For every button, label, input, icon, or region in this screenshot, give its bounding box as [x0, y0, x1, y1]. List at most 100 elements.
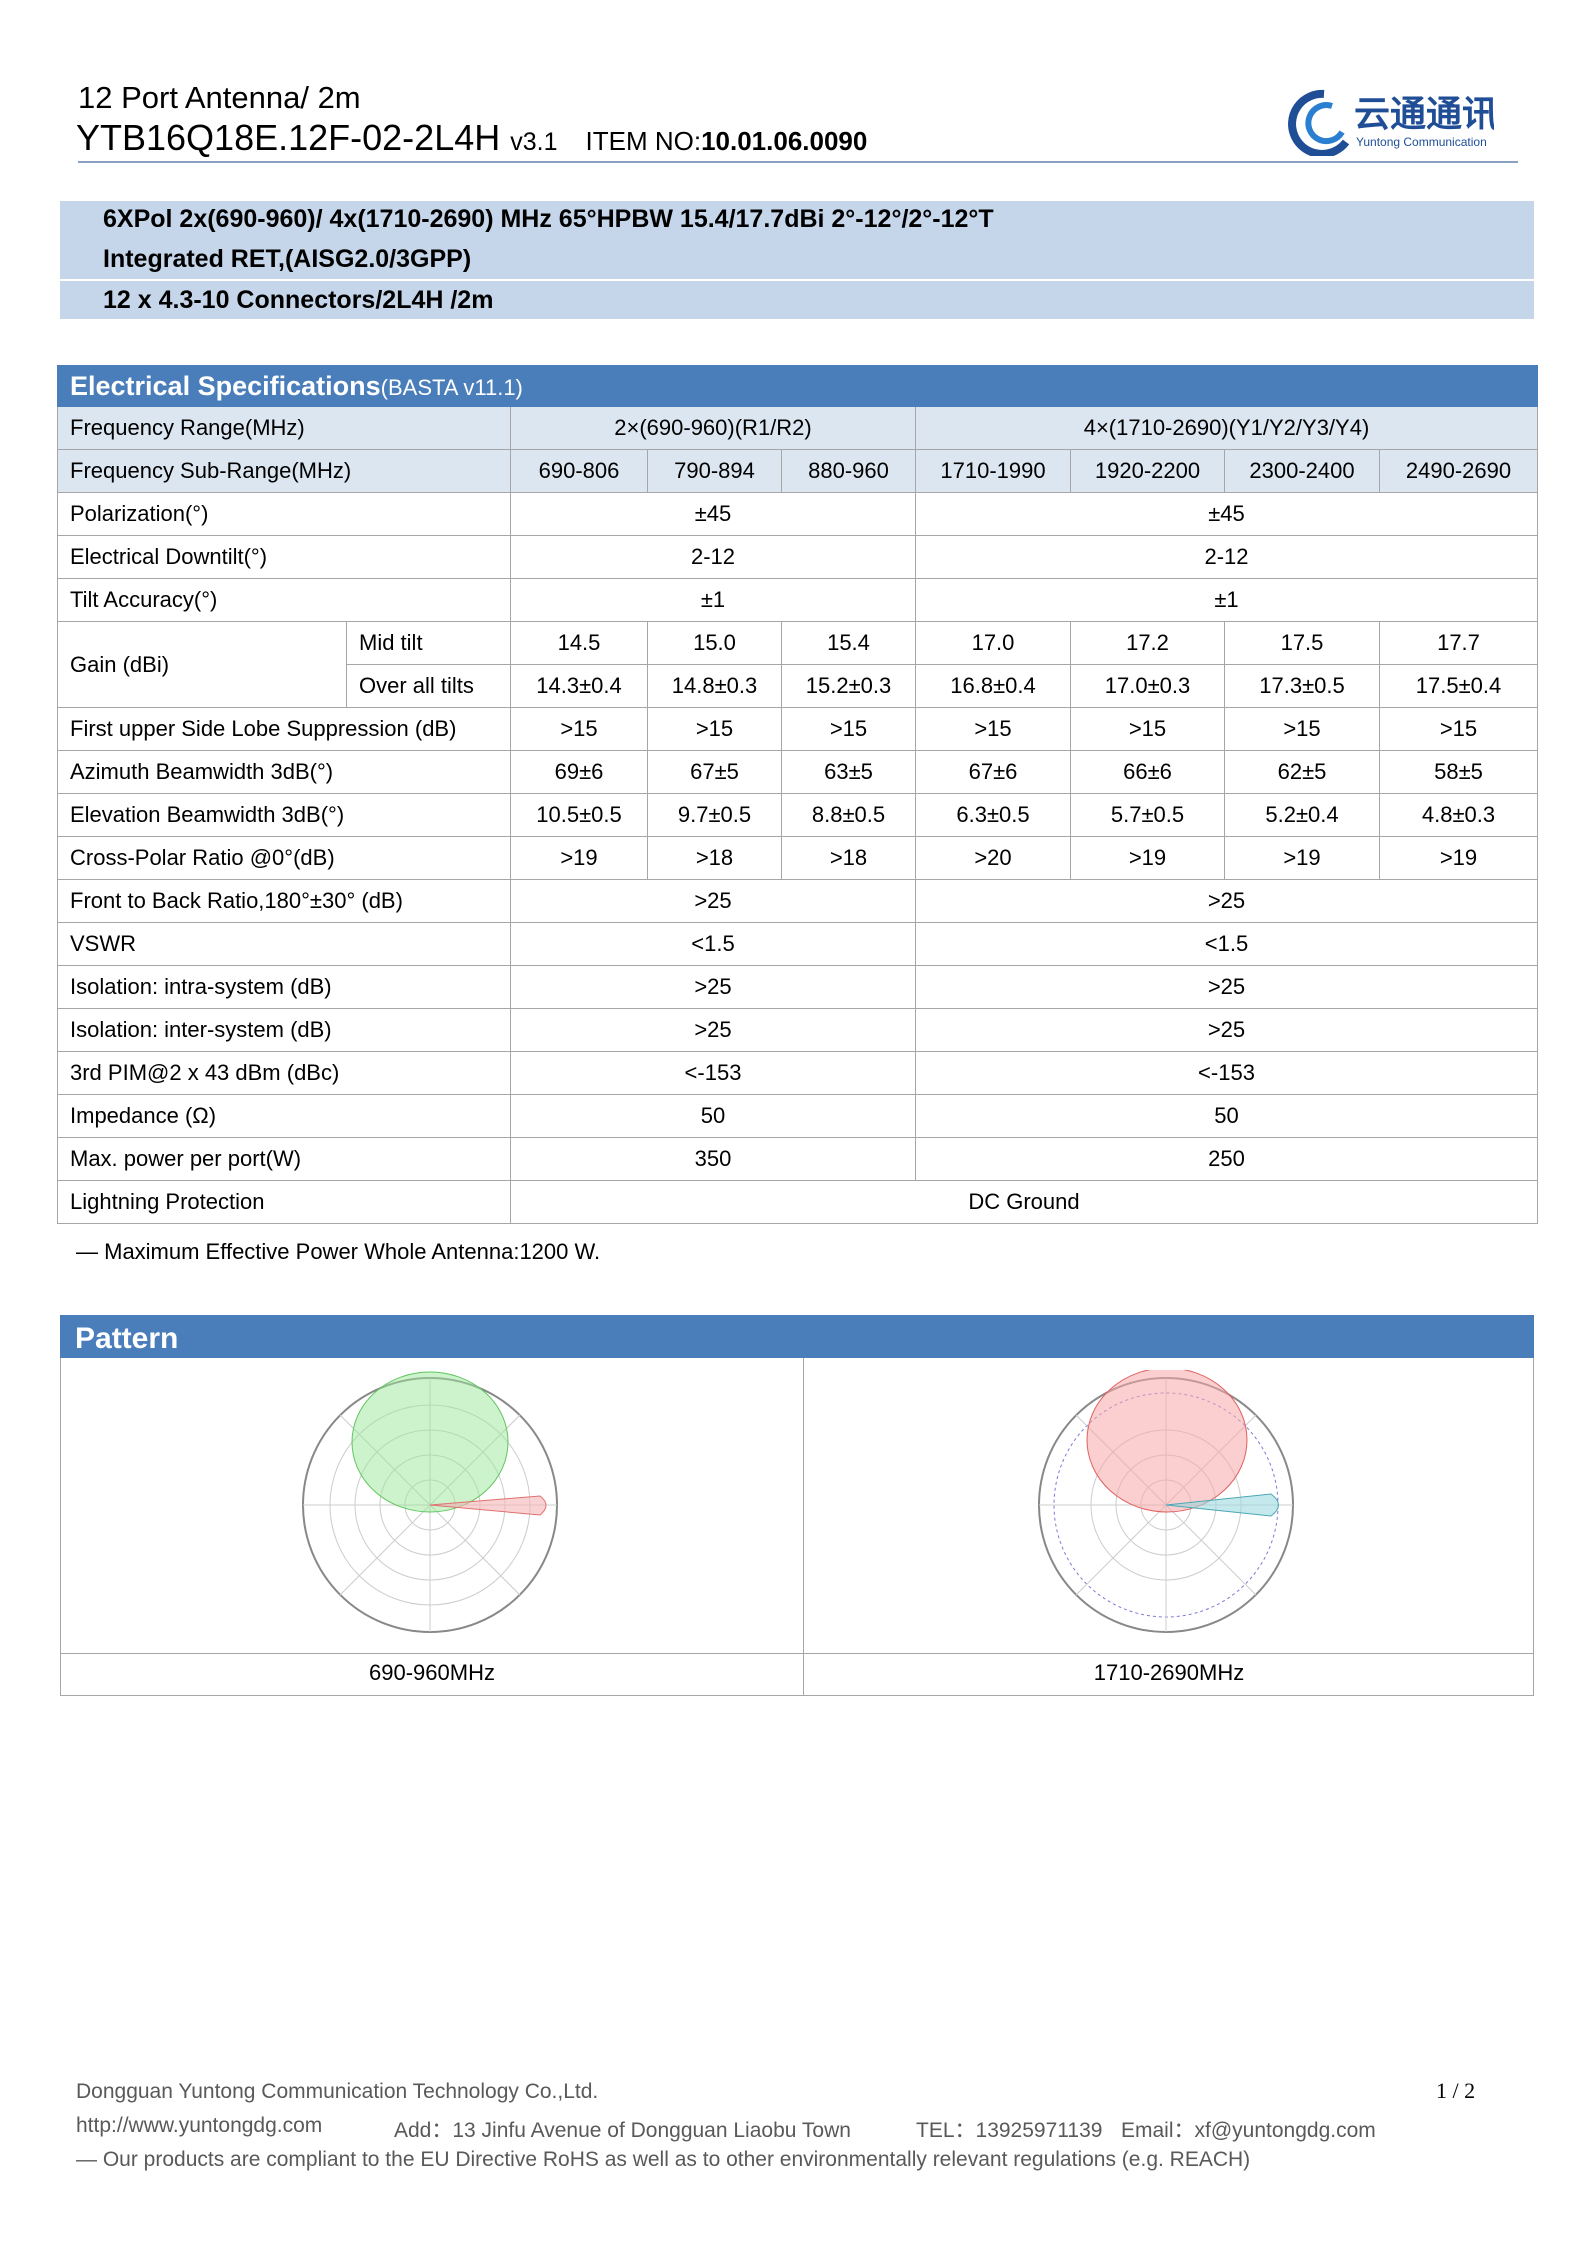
value-cell: 5.7±0.5: [1070, 793, 1225, 837]
value-cell: 250: [915, 1137, 1538, 1181]
value-cell: >25: [915, 879, 1538, 923]
value-cell: 58±5: [1379, 750, 1538, 794]
spec-row: Electrical Downtilt(°) 2-12 2-12: [57, 535, 1538, 579]
row-label: Front to Back Ratio,180°±30° (dB): [57, 879, 511, 923]
value-cell: <-153: [510, 1051, 916, 1095]
item-label: ITEM NO:: [585, 126, 702, 156]
value-cell: >15: [1070, 707, 1225, 751]
row-label: First upper Side Lobe Suppression (dB): [57, 707, 511, 751]
spec-row: 3rd PIM@2 x 43 dBm (dBc) <-153 <-153: [57, 1051, 1538, 1095]
value-cell: 6.3±0.5: [915, 793, 1071, 837]
table-header-row: Electrical Specifications(BASTA v11.1): [57, 365, 1538, 407]
logo-cn: 云通通讯: [1354, 93, 1494, 134]
spec-row: Gain (dBi) Mid tilt 14.5 15.0 15.4 17.0 17.2 17…: [57, 621, 1538, 708]
row-label: Azimuth Beamwidth 3dB(°): [57, 750, 511, 794]
row-label: Electrical Downtilt(°): [57, 535, 511, 579]
value-cell: 9.7±0.5: [647, 793, 782, 837]
value-cell: 8.8±0.5: [781, 793, 916, 837]
pattern-caption: 1710-2690MHz: [1093, 1660, 1245, 1685]
footer-compliance: — Our products are compliant to the EU D…: [76, 2148, 1251, 2171]
footer-company: Dongguan Yuntong Communication Technolog…: [76, 2080, 599, 2103]
value-cell: >15: [1379, 707, 1538, 751]
summary-line: 12 x 4.3-10 Connectors/2L4H /2m: [103, 286, 494, 314]
model: YTB16Q18E.12F-02-2L4H: [76, 117, 501, 158]
doc-subtitle: 12 Port Antenna/ 2m: [78, 80, 361, 115]
value-cell: >19: [1224, 836, 1380, 880]
value-cell: 2-12: [510, 535, 916, 579]
value-cell: >25: [510, 1008, 916, 1052]
value-cell: >19: [510, 836, 648, 880]
pattern-title: Pattern: [75, 1322, 179, 1355]
row-label: VSWR: [57, 922, 511, 966]
spec-row: Impedance (Ω) 50 50: [57, 1094, 1538, 1138]
value-cell: ±1: [915, 578, 1538, 622]
logo-en: Yuntong Communication: [1356, 135, 1487, 149]
value-cell: 15.2±0.3: [781, 664, 916, 708]
value-cell: 350: [510, 1137, 916, 1181]
spec-row: First upper Side Lobe Suppression (dB) >1…: [57, 707, 1538, 751]
header-rule: [78, 161, 1518, 163]
value-cell: 17.3±0.5: [1224, 664, 1380, 708]
value-cell: 4×(1710-2690)(Y1/Y2/Y3/Y4): [915, 406, 1538, 450]
value-cell: 10.5±0.5: [510, 793, 648, 837]
pattern-divider: [61, 1653, 1533, 1654]
table-header: Electrical Specifications(BASTA v11.1): [57, 365, 1538, 407]
spec-row: Max. power per port(W) 350 250: [57, 1137, 1538, 1181]
value-cell: ±45: [915, 492, 1538, 536]
spec-row: Front to Back Ratio,180°±30° (dB) >25 >25: [57, 879, 1538, 923]
value-cell: 62±5: [1224, 750, 1380, 794]
value-cell: <1.5: [915, 922, 1538, 966]
value-cell: 2×(690-960)(R1/R2): [510, 406, 916, 450]
pattern-caption: 690-960MHz: [369, 1660, 495, 1685]
value-cell: >19: [1379, 836, 1538, 880]
value-cell: 5.2±0.4: [1224, 793, 1380, 837]
row-label: Gain (dBi): [57, 621, 347, 708]
row-label: Cross-Polar Ratio @0°(dB): [57, 836, 511, 880]
value-cell: 14.3±0.4: [510, 664, 648, 708]
value-cell: 15.0: [647, 621, 782, 665]
value-cell: >25: [915, 1008, 1538, 1052]
value-cell: >15: [781, 707, 916, 751]
value-cell: 63±5: [781, 750, 916, 794]
spec-row: Elevation Beamwidth 3dB(°) 10.5±0.5 9.7±0.…: [57, 793, 1538, 837]
footer-web: http://www.yuntongdg.com: [76, 2114, 323, 2137]
value-cell: 66±6: [1070, 750, 1225, 794]
row-label: 3rd PIM@2 x 43 dBm (dBc): [57, 1051, 511, 1095]
spec-row: Frequency Range(MHz) 2×(690-960)(R1/R2) 4×…: [57, 406, 1538, 450]
spec-row: Isolation: intra-system (dB) >25 >25: [57, 965, 1538, 1009]
row-label: Impedance (Ω): [57, 1094, 511, 1138]
value-cell: DC Ground: [510, 1180, 1538, 1224]
pattern-box: 690-960MHz 1710-2690MHz: [60, 1358, 1534, 1696]
row-label: Polarization(°): [57, 492, 511, 536]
value-cell: 17.2: [1070, 621, 1225, 665]
value-cell: 2490-2690: [1379, 449, 1538, 493]
row-label: Elevation Beamwidth 3dB(°): [57, 793, 511, 837]
spec-row: Azimuth Beamwidth 3dB(°) 69±6 67±5 63±5 67±6…: [57, 750, 1538, 794]
value-cell: 880-960: [781, 449, 916, 493]
value-cell: 15.4: [781, 621, 916, 665]
row-label: Tilt Accuracy(°): [57, 578, 511, 622]
value-cell: 1920-2200: [1070, 449, 1225, 493]
model-line: YTB16Q18E.12F-02-2L4H v3.1 ITEM NO:10.01.…: [76, 117, 867, 159]
value-cell: 16.8±0.4: [915, 664, 1071, 708]
value-cell: >25: [915, 965, 1538, 1009]
row-label: Isolation: inter-system (dB): [57, 1008, 511, 1052]
spec-row: VSWR <1.5 <1.5: [57, 922, 1538, 966]
pattern-header: Pattern: [60, 1315, 1534, 1358]
polar-plot: [302, 1371, 558, 1633]
spec-row: Frequency Sub-Range(MHz) 690-806 790-894 88…: [57, 449, 1538, 493]
page-number: 1 / 2: [1436, 2078, 1476, 2103]
logo: 云通通讯 Yuntong Communication: [1288, 89, 1494, 156]
value-cell: 17.7: [1379, 621, 1538, 665]
value-cell: 2300-2400: [1224, 449, 1380, 493]
value-cell: >18: [647, 836, 782, 880]
value-cell: 2-12: [915, 535, 1538, 579]
footer-email: Email：xf@yuntongdg.com: [1121, 2114, 1376, 2144]
value-cell: >20: [915, 836, 1071, 880]
value-cell: >15: [510, 707, 648, 751]
value-cell: >19: [1070, 836, 1225, 880]
email-label: Email: [1121, 2119, 1174, 2142]
spec-row: Polarization(°) ±45 ±45: [57, 492, 1538, 536]
summary-divider: [60, 279, 1534, 281]
